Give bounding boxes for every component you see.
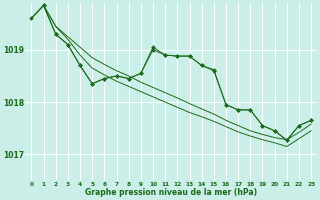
X-axis label: Graphe pression niveau de la mer (hPa): Graphe pression niveau de la mer (hPa) (85, 188, 257, 197)
